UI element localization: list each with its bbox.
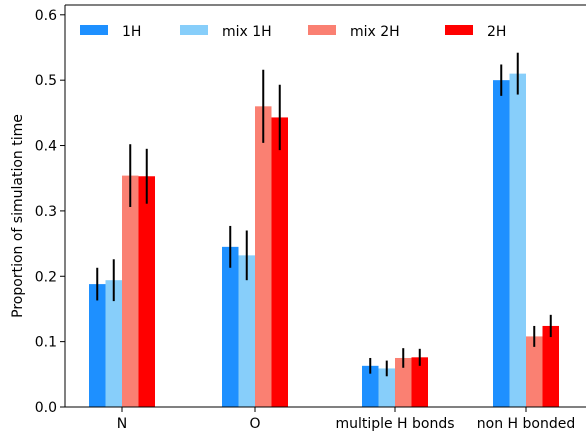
- bar-mix-2h-multiple-h-bonds: [395, 357, 412, 407]
- bar-mix-2h-n: [122, 175, 139, 407]
- error-bars-group: [96, 52, 552, 377]
- bar-2h-n: [138, 176, 155, 407]
- y-tick-label: 0.3: [35, 204, 57, 220]
- legend-label-1h: 1H: [122, 24, 141, 40]
- axes-group: [64, 4, 586, 408]
- bar-1h-multiple-h-bonds: [362, 365, 379, 407]
- y-axis-label: Proportion of simulation time: [10, 114, 26, 318]
- bar-2h-non-h-bonded: [542, 325, 559, 407]
- y-tick-label: 0.5: [35, 73, 57, 89]
- y-tick-label: 0.0: [35, 400, 57, 416]
- bars-group: [89, 73, 559, 408]
- x-tick-label: O: [249, 416, 260, 431]
- legend: 1H mix 1H mix 2H 2H: [80, 24, 506, 40]
- y-tick-label: 0.1: [35, 335, 57, 351]
- legend-label-mix-1h: mix 1H: [222, 24, 272, 40]
- legend-label-2h: 2H: [487, 24, 506, 40]
- bar-2h-o: [271, 117, 288, 408]
- legend-swatch-1h: [80, 25, 108, 35]
- legend-swatch-mix-1h: [180, 25, 208, 35]
- bar-1h-non-h-bonded: [493, 80, 510, 408]
- bar-mix-1h-o: [238, 255, 255, 407]
- bar-1h-o: [222, 246, 239, 407]
- y-tick-label: 0.6: [35, 8, 57, 24]
- bar-mix-1h-multiple-h-bonds: [378, 368, 395, 407]
- legend-swatch-mix-2h: [308, 25, 336, 35]
- legend-swatch-2h: [445, 25, 473, 35]
- bar-mix-2h-o: [255, 106, 272, 407]
- bar-mix-1h-n: [105, 280, 122, 407]
- y-tick-label: 0.2: [35, 269, 57, 285]
- bar-1h-n: [89, 284, 106, 407]
- y-tick-label: 0.4: [35, 139, 57, 155]
- x-tick-label: N: [117, 416, 127, 431]
- x-tick-label: multiple H bonds: [335, 416, 454, 431]
- bar-2h-multiple-h-bonds: [411, 357, 428, 407]
- legend-label-mix-2h: mix 2H: [350, 24, 400, 40]
- bar-mix-1h-non-h-bonded: [509, 73, 526, 407]
- x-tick-label: non H bonded: [477, 416, 575, 431]
- bar-mix-2h-non-h-bonded: [526, 336, 543, 407]
